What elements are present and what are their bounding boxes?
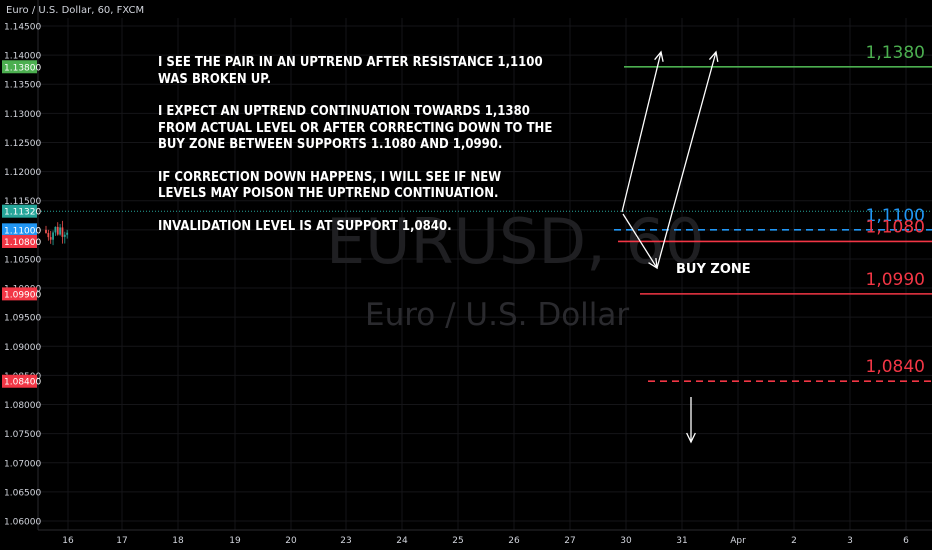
time-axis: 16 17 18 19 20 23 24 25 26 27 30 31 Apr 2 3 6 — [38, 529, 932, 546]
time-tick-label: 24 — [396, 536, 408, 546]
analysis-note: I SEE THE PAIR IN AN UPTREND AFTER RESIS… — [158, 55, 572, 251]
candle-body — [59, 227, 61, 235]
price-tick-label: 1.10500 — [4, 255, 41, 265]
arrow-up-1-head — [654, 50, 664, 62]
price-axis: 1.14500 1.14000 1.13500 1.13000 1.12500 1.120… — [2, 0, 41, 530]
candle-body — [54, 226, 57, 233]
time-tick-label: 3 — [847, 536, 853, 546]
price-tick-label: 1.12500 — [4, 139, 41, 149]
candle-body — [66, 232, 69, 235]
price-tick-label: 1.07500 — [4, 430, 41, 440]
price-badge-label: 1.10800 — [4, 238, 41, 248]
price-badge — [2, 223, 37, 237]
candle-body — [49, 237, 52, 240]
price-badge — [2, 234, 37, 248]
price-tick-label: 1.12000 — [4, 168, 41, 178]
level-label: 1,1380 — [866, 43, 925, 63]
candle-body — [63, 234, 66, 237]
price-tick-label: 1.06000 — [4, 518, 41, 528]
price-tick-label: 1.13500 — [4, 81, 41, 91]
candle-body — [52, 232, 54, 240]
price-tick-label: 1.13000 — [4, 110, 41, 120]
price-tick-label: 1.09500 — [4, 314, 41, 324]
note-paragraph-3: IF CORRECTION DOWN HAPPENS, I WILL SEE I… — [158, 169, 502, 202]
watermark-name: Euro / U.S. Dollar — [365, 297, 629, 333]
price-badge — [2, 60, 37, 74]
note-paragraph-2: I EXPECT AN UPTREND CONTINUATION TOWARDS… — [158, 104, 553, 152]
price-tick-label: 1.11500 — [4, 197, 41, 207]
note-paragraph-1: I SEE THE PAIR IN AN UPTREND AFTER RESIS… — [158, 55, 543, 87]
time-tick-label: 2 — [791, 536, 797, 546]
time-tick-label: 31 — [676, 536, 687, 546]
price-badge — [2, 374, 37, 388]
price-tick-label: 1.08000 — [4, 401, 41, 411]
note-paragraph-4: INVALIDATION LEVEL IS AT SUPPORT 1,0840. — [158, 218, 452, 234]
price-tick-label: 1.14000 — [4, 52, 41, 62]
candle-body — [45, 229, 47, 233]
time-tick-label: 30 — [620, 536, 632, 546]
price-tick-label: 1.14500 — [4, 23, 41, 33]
price-badge-label: 1.08400 — [4, 378, 41, 388]
buy-zone-label: BUY ZONE — [676, 262, 751, 277]
time-tick-label: 6 — [903, 536, 909, 546]
time-tick-label: 26 — [508, 536, 520, 546]
price-tick-label: 1.07000 — [4, 459, 41, 469]
level-label: 1,1080 — [866, 217, 925, 237]
arrow-up-1 — [621, 51, 662, 213]
price-badge-label: 1.09900 — [4, 290, 41, 300]
price-badge-label: 1.11000 — [4, 226, 41, 236]
arrow-invalidation-down-head — [686, 432, 696, 444]
time-tick-label: Apr — [730, 536, 746, 546]
time-tick-label: 19 — [229, 536, 241, 546]
trend-arrows — [621, 50, 719, 444]
price-badge — [2, 204, 37, 218]
time-tick-label: 20 — [285, 536, 297, 546]
candle-body — [61, 227, 64, 237]
level-label: 1,1100 — [866, 206, 925, 226]
time-tick-label: 27 — [564, 536, 575, 546]
arrow-up-2-head — [708, 50, 719, 62]
level-label: 1,0840 — [866, 357, 925, 377]
price-tick-label: 1.06500 — [4, 488, 41, 498]
symbol-header: Euro / U.S. Dollar, 60, FXCM — [6, 5, 145, 16]
time-tick-label: 16 — [62, 536, 74, 546]
level-label: 1,0990 — [866, 270, 925, 290]
candle-body — [47, 232, 50, 238]
candlestick-series — [45, 220, 69, 246]
price-tick-label: 1.09000 — [4, 343, 41, 353]
time-tick-label: 23 — [340, 536, 351, 546]
time-tick-label: 25 — [452, 536, 463, 546]
time-tick-label: 17 — [116, 536, 127, 546]
price-badge — [2, 287, 37, 301]
time-tick-label: 18 — [172, 536, 184, 546]
arrow-up-2 — [656, 51, 717, 269]
candle-body — [56, 226, 59, 235]
chart-grid — [38, 18, 932, 530]
arrow-down-to-buy-zone — [622, 213, 658, 269]
price-badge-label: 1.13800 — [4, 63, 41, 73]
price-badge-label: 1.11320 — [4, 208, 41, 218]
